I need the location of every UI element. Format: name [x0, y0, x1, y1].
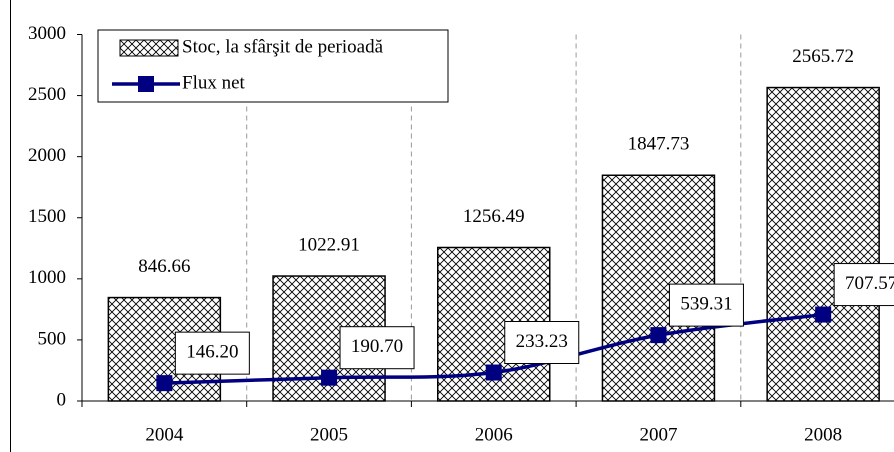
bar-value-label: 846.66 [138, 256, 190, 277]
line-marker [485, 364, 502, 381]
line-value-label: 707.57 [845, 273, 894, 294]
line-value-label: 539.31 [680, 293, 732, 314]
y-tick-label: 3000 [28, 23, 66, 44]
bar-value-label: 1022.91 [298, 234, 360, 255]
x-tick-label: 2004 [145, 424, 184, 445]
bar-value-label: 1256.49 [463, 206, 525, 227]
legend-label: Flux net [182, 72, 246, 93]
legend-swatch [138, 76, 154, 92]
x-tick-label: 2007 [639, 424, 677, 445]
bar-value-label: 1847.73 [628, 134, 690, 155]
y-tick-label: 1500 [28, 206, 66, 227]
legend-swatch [119, 39, 179, 57]
chart-frame [10, 0, 11, 452]
x-tick-label: 2005 [310, 424, 348, 445]
bar-value-label: 2565.72 [792, 46, 854, 67]
value-label-box [504, 321, 580, 365]
value-label-box [668, 283, 744, 327]
y-tick-label: 2500 [28, 84, 66, 105]
line-value-label: 190.70 [351, 336, 403, 357]
y-tick-label: 2000 [28, 145, 66, 166]
y-tick-label: 500 [38, 328, 67, 349]
value-label-box [339, 326, 415, 370]
line-value-label: 146.20 [186, 341, 238, 362]
line-marker [650, 327, 667, 344]
x-tick-label: 2008 [804, 424, 842, 445]
bar [766, 86, 880, 402]
y-tick-label: 1000 [28, 267, 66, 288]
value-label-box [833, 263, 894, 307]
y-tick-label: 0 [57, 389, 67, 410]
legend-label: Stoc, la sfârşit de perioadă [182, 36, 384, 57]
line-marker [815, 306, 832, 323]
line-marker [156, 375, 173, 392]
value-label-box [174, 331, 250, 375]
x-tick-label: 2006 [475, 424, 513, 445]
line-value-label: 233.23 [516, 331, 568, 352]
line-marker [321, 369, 338, 386]
